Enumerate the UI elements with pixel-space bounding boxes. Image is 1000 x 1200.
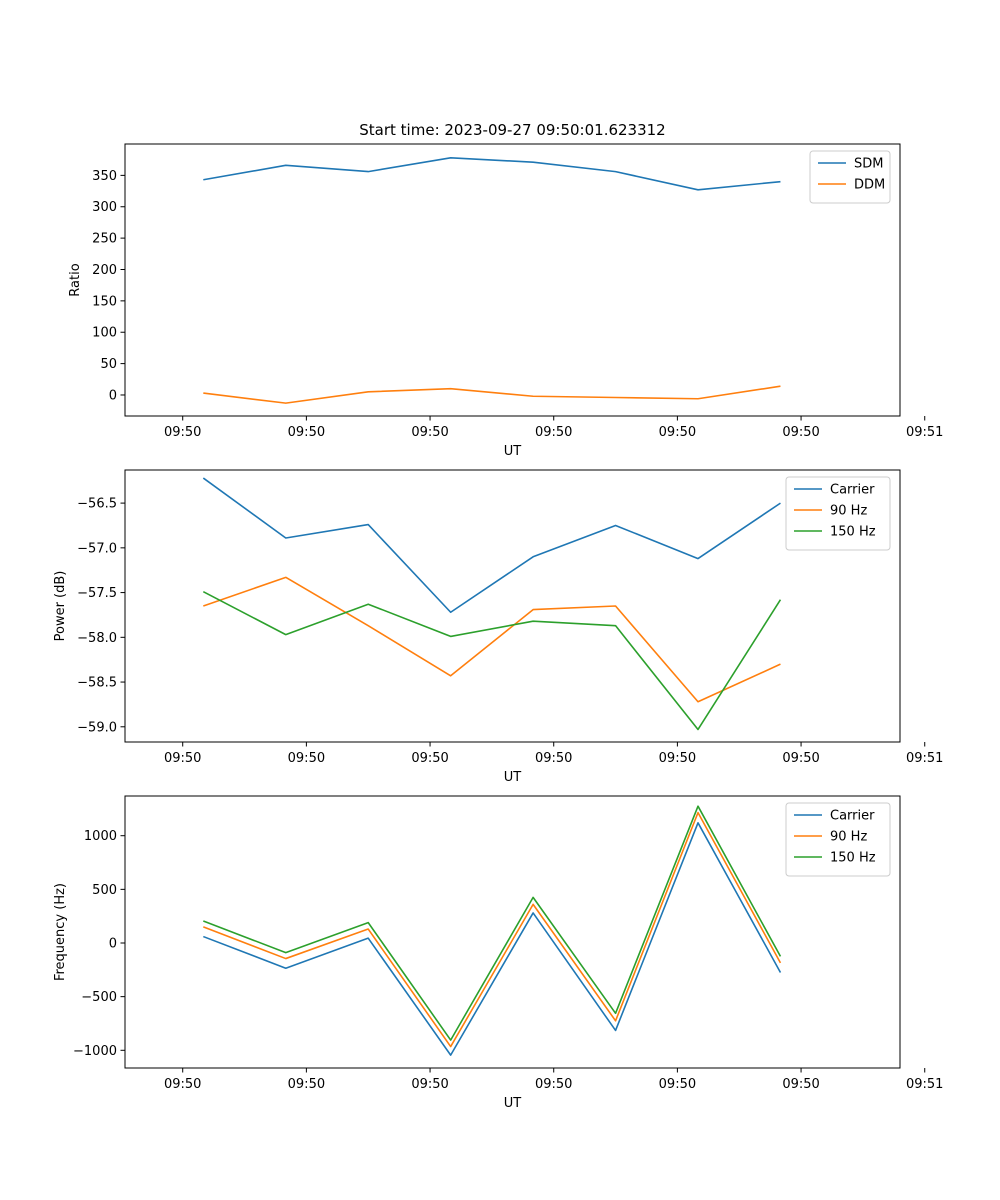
- ratio-x-axis-label: UT: [504, 444, 522, 459]
- ratio-x-tick-label-5: 09:50: [782, 425, 819, 440]
- power-x-axis-label: UT: [504, 770, 522, 785]
- frequency-legend-label-90-hz: 90 Hz: [830, 830, 867, 845]
- frequency-x-tick-label-4: 09:50: [659, 1077, 696, 1092]
- ratio-legend: SDM DDM: [809, 150, 891, 204]
- ratio-y-axis-label: Ratio: [68, 263, 83, 296]
- ratio-legend-label-sdm: SDM: [854, 157, 883, 172]
- power-series-150-hz-line: [202, 590, 782, 731]
- frequency-y-tick-label-4: −1000: [73, 1044, 117, 1059]
- power-axes-frame: [124, 469, 901, 743]
- power-y-tick-label-2: −57.5: [77, 586, 117, 601]
- frequency-series-150-hz-line: [203, 805, 782, 1041]
- frequency-series-90-hz-line: [203, 811, 782, 1048]
- frequency-y-tick-label-1: 500: [92, 883, 117, 898]
- power-y-tick-label-5: −59.0: [77, 720, 117, 735]
- frequency-x-tick-label-5: 09:50: [782, 1077, 819, 1092]
- power-x-tick-label-0: 09:50: [164, 751, 201, 766]
- frequency-chart-panel: 09:50 09:50 09:50 09:50 09:50 09:50 09:51 1000 5…: [53, 795, 943, 1111]
- ratio-y-tick-label-2: 100: [92, 326, 117, 341]
- ratio-y-tick-label-7: 350: [92, 169, 117, 184]
- ratio-series-sdm-line: [203, 157, 781, 191]
- ratio-x-tick-label-1: 09:50: [288, 425, 325, 440]
- power-legend-label-carrier: Carrier: [830, 483, 875, 498]
- power-chart-panel: 09:50 09:50 09:50 09:50 09:50 09:50 09:51 −56.5…: [53, 469, 943, 785]
- ratio-series-ddm-line: [203, 385, 781, 404]
- power-y-tick-label-4: −58.5: [77, 676, 117, 691]
- power-legend-label-90-hz: 90 Hz: [830, 504, 867, 519]
- power-x-tick-label-3: 09:50: [535, 751, 572, 766]
- power-legend-label-150-hz: 150 Hz: [830, 525, 876, 540]
- frequency-axes-frame: [124, 795, 901, 1069]
- ratio-x-tick-label-4: 09:50: [659, 425, 696, 440]
- ratio-legend-box: [809, 150, 891, 204]
- ratio-chart-panel: 09:50 09:50 09:50 09:50 09:50 09:50 09:51 0 50 10…: [68, 143, 943, 459]
- frequency-y-tick-label-0: 1000: [84, 829, 117, 844]
- ratio-x-tick-label-0: 09:50: [164, 425, 201, 440]
- frequency-legend-label-carrier: Carrier: [830, 809, 875, 824]
- frequency-legend-label-150-hz: 150 Hz: [830, 851, 876, 866]
- power-x-tick-label-5: 09:50: [782, 751, 819, 766]
- power-y-tick-label-1: −57.0: [77, 541, 117, 556]
- ratio-y-tick-label-3: 150: [92, 294, 117, 309]
- power-x-tick-label-4: 09:50: [659, 751, 696, 766]
- frequency-x-tick-label-2: 09:50: [411, 1077, 448, 1092]
- ratio-axes-frame: [124, 143, 901, 417]
- power-y-axis-label: Power (dB): [53, 571, 68, 642]
- frequency-x-axis-label: UT: [504, 1096, 522, 1111]
- frequency-x-tick-label-3: 09:50: [535, 1077, 572, 1092]
- frequency-x-tick-label-0: 09:50: [164, 1077, 201, 1092]
- power-legend: Carrier 90 Hz 150 Hz: [785, 476, 891, 551]
- ratio-x-tick-label-3: 09:50: [535, 425, 572, 440]
- frequency-y-tick-label-2: 0: [109, 936, 117, 951]
- ratio-x-tick-label-6: 09:51: [906, 425, 943, 440]
- power-series-90-hz-line: [203, 576, 781, 703]
- power-x-tick-label-2: 09:50: [411, 751, 448, 766]
- ratio-y-tick-label-6: 300: [92, 200, 117, 215]
- frequency-x-tick-label-1: 09:50: [288, 1077, 325, 1092]
- power-y-tick-label-3: −58.0: [77, 631, 117, 646]
- ratio-y-tick-label-0: 0: [109, 388, 117, 403]
- frequency-series-carrier-line: [203, 822, 782, 1056]
- figure-title: Start time: 2023-09-27 09:50:01.623312: [359, 121, 665, 139]
- frequency-y-axis-label: Frequency (Hz): [53, 883, 68, 981]
- ratio-y-tick-label-5: 250: [92, 232, 117, 247]
- ratio-x-tick-label-2: 09:50: [411, 425, 448, 440]
- power-x-tick-label-1: 09:50: [288, 751, 325, 766]
- frequency-x-tick-label-6: 09:51: [906, 1077, 943, 1092]
- power-y-tick-label-0: −56.5: [77, 497, 117, 512]
- frequency-legend: Carrier 90 Hz 150 Hz: [785, 802, 891, 877]
- ratio-y-tick-label-1: 50: [100, 357, 117, 372]
- frequency-y-tick-label-3: −500: [81, 990, 117, 1005]
- power-x-tick-label-6: 09:51: [906, 751, 943, 766]
- ratio-legend-label-ddm: DDM: [854, 178, 885, 193]
- power-series-carrier-line: [202, 477, 781, 614]
- ratio-y-tick-label-4: 200: [92, 263, 117, 278]
